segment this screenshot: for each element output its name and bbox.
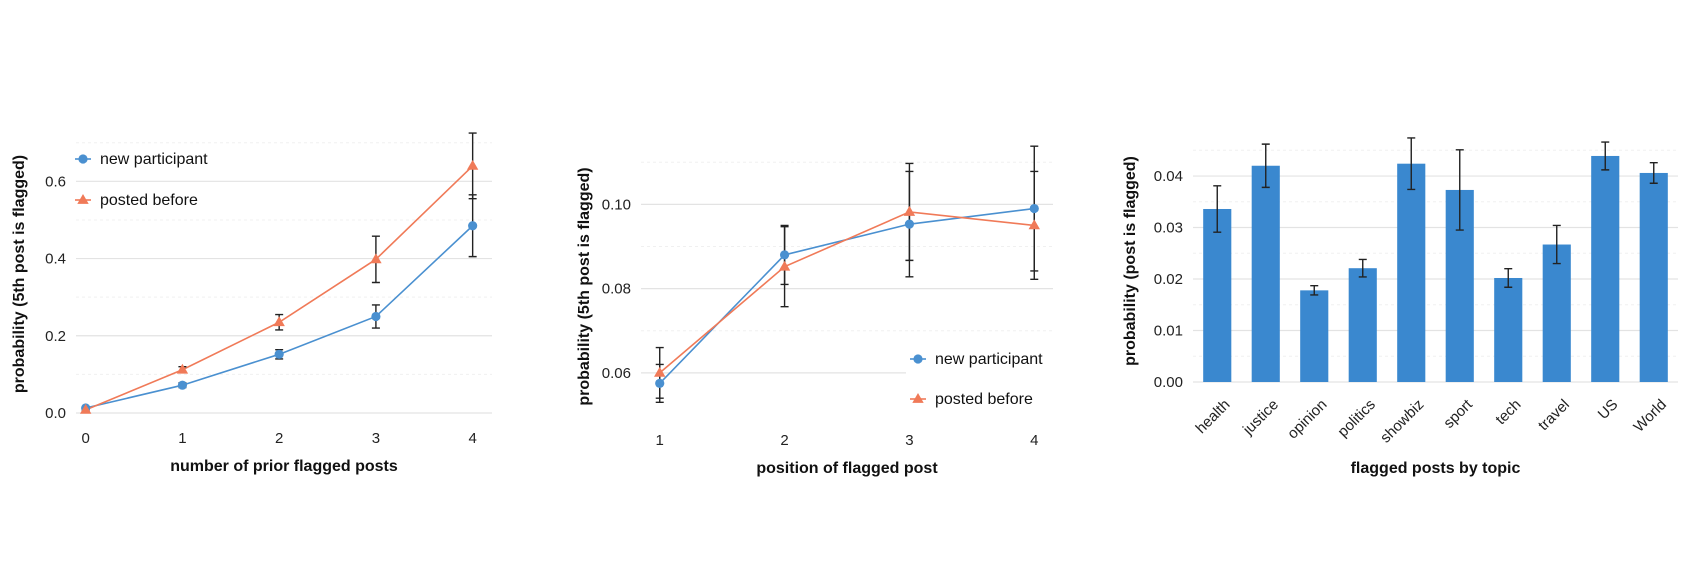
legend-label: posted before [100, 192, 198, 209]
x-axis-title: number of prior flagged posts [170, 458, 398, 475]
bar-World [1639, 172, 1668, 382]
data-point-series-1 [466, 159, 479, 170]
data-point-series-1 [370, 253, 382, 264]
series-line-1 [659, 211, 1035, 374]
legend-marker [77, 194, 89, 204]
data-point-series-1 [654, 366, 666, 377]
data-point-series-0 [274, 349, 284, 359]
data-point-series-1 [1028, 219, 1040, 230]
y-tick-label: 0.0 [45, 405, 66, 422]
x-tick-label: 2 [275, 430, 283, 447]
data-point-series-0 [904, 219, 915, 229]
legend-label: posted before [935, 391, 1033, 408]
y-tick-label: 0.08 [602, 281, 631, 298]
data-point-series-0 [655, 378, 665, 389]
error-bar-travel [1552, 224, 1561, 265]
chart-panel-prior-flagged: 0.0 0.2 0.4 0.6 0 1 2 3 4 number of prior flagged… [11, 132, 492, 475]
chart-panel-position: 0.06 0.08 0.10 1 2 3 4 position of flagged post… [576, 145, 1066, 477]
y-tick-label: 0.10 [602, 196, 631, 213]
legend-marker [912, 393, 924, 403]
error-bar-health [1213, 185, 1222, 233]
legend-marker [913, 354, 923, 364]
x-tick-label: 2 [780, 432, 788, 449]
x-axis-title: position of flagged post [756, 460, 938, 477]
x-tick-label: health [1193, 396, 1234, 437]
y-tick-label: 0.06 [602, 365, 631, 382]
error-bar-US [1601, 141, 1610, 171]
y-tick-label: 0.00 [1154, 374, 1183, 391]
data-point-series-1 [903, 205, 916, 216]
x-tick-label: travel [1535, 396, 1573, 434]
legend-marker [78, 154, 88, 164]
x-tick-label: opinion [1284, 396, 1330, 442]
y-tick-label: 0.2 [45, 328, 66, 345]
data-point-series-1 [778, 260, 791, 271]
error-bar-justice [1261, 143, 1270, 189]
bar-showbiz [1397, 163, 1426, 382]
data-point-series-1 [176, 363, 189, 374]
y-tick-label: 0.4 [45, 251, 66, 268]
legend-background [906, 337, 1066, 417]
error-bar-sport [1455, 149, 1464, 231]
x-tick-label: 1 [178, 430, 186, 447]
data-point-series-1 [79, 403, 92, 414]
bar-politics [1348, 268, 1377, 382]
x-tick-label: 3 [905, 432, 913, 449]
y-axis-title: probability (post is flagged) [1122, 156, 1139, 366]
legend-label: new participant [100, 151, 208, 168]
y-tick-label: 0.6 [45, 173, 66, 190]
bar-justice [1251, 165, 1280, 382]
data-point-series-0 [468, 221, 478, 231]
error-bar-showbiz [1407, 137, 1416, 191]
x-tick-label: 1 [656, 432, 664, 449]
x-tick-label: 0 [82, 430, 90, 447]
data-point-series-0 [1029, 203, 1039, 214]
y-tick-label: 0.01 [1154, 323, 1183, 340]
x-tick-label: 4 [468, 430, 476, 447]
error-bar-opinion [1310, 285, 1319, 296]
y-tick-label: 0.03 [1154, 220, 1183, 237]
x-tick-label: showbiz [1377, 396, 1427, 446]
x-tick-label: World [1630, 396, 1670, 436]
error-bar-politics [1358, 258, 1367, 278]
legend-label: new participant [935, 351, 1043, 368]
y-axis-title: probability (5th post is flagged) [576, 167, 593, 405]
x-tick-label: 4 [1030, 432, 1038, 449]
x-tick-label: sport [1440, 396, 1476, 432]
x-tick-label: US [1595, 396, 1622, 423]
y-tick-label: 0.02 [1154, 271, 1183, 288]
y-tick-label: 0.04 [1154, 168, 1183, 185]
data-point-series-0 [779, 250, 790, 260]
x-tick-label: politics [1334, 396, 1378, 440]
bar-opinion [1300, 290, 1329, 382]
error-bar-World [1649, 161, 1658, 184]
x-axis-title: flagged posts by topic [1351, 460, 1521, 477]
y-axis-title: probability (5th post is flagged) [11, 155, 28, 393]
chart-panel-topic: 0.00 0.01 0.02 0.03 0.04 health justice opinion… [1122, 137, 1678, 477]
data-point-series-0 [177, 380, 188, 390]
x-tick-label: tech [1492, 396, 1524, 428]
data-point-series-0 [371, 311, 381, 322]
error-bar-tech [1504, 268, 1513, 288]
x-tick-label: 3 [372, 430, 380, 447]
bar-US [1591, 155, 1620, 382]
bar-travel [1542, 244, 1571, 382]
bar-health [1203, 208, 1232, 382]
x-tick-label: justice [1239, 396, 1282, 439]
bar-tech [1494, 277, 1523, 382]
data-point-series-1 [273, 316, 285, 327]
